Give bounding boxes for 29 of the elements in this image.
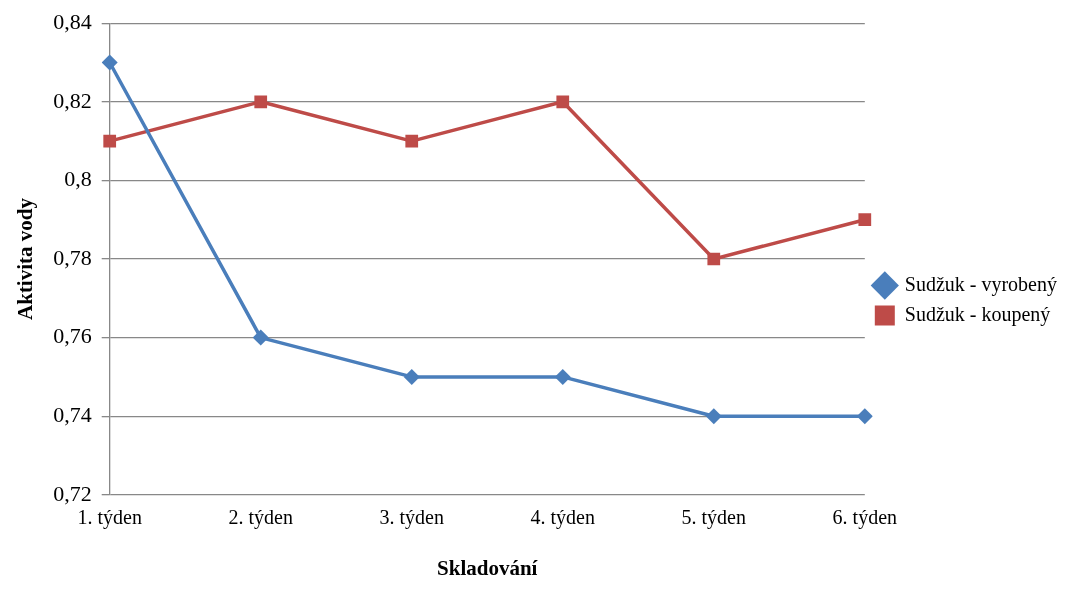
y-tick-label: 0,84 xyxy=(53,8,92,34)
point xyxy=(252,329,269,346)
y-tick-label: 0,8 xyxy=(64,166,92,192)
x-axis-title: Skladování xyxy=(437,555,539,580)
x-tick-label: 2. týden xyxy=(228,506,293,530)
y-tick-label: 0,72 xyxy=(53,480,92,506)
y-tick-label: 0,76 xyxy=(53,323,92,349)
legend-label: Sudžuk - koupený xyxy=(904,302,1051,326)
point xyxy=(856,408,873,425)
y-tick-label: 0,82 xyxy=(53,87,92,113)
y-axis-title: Aktivita vody xyxy=(13,197,38,320)
point xyxy=(103,134,117,148)
point xyxy=(705,408,722,425)
point xyxy=(254,95,268,109)
point xyxy=(101,54,118,71)
x-tick-label: 5. týden xyxy=(681,506,746,530)
y-tick-label: 0,74 xyxy=(53,401,92,427)
x-tick-label: 3. týden xyxy=(379,506,444,530)
legend-label: Sudžuk - vyrobený xyxy=(904,272,1058,296)
point xyxy=(405,134,419,148)
x-tick-label: 4. týden xyxy=(530,506,595,530)
point xyxy=(403,368,420,385)
x-tick-label: 6. týden xyxy=(832,506,898,530)
y-tick-label: 0,78 xyxy=(53,244,92,270)
point xyxy=(707,252,721,266)
x-tick-label: 1. týden xyxy=(77,506,142,530)
point xyxy=(858,213,872,227)
point xyxy=(556,95,570,109)
point xyxy=(554,368,571,385)
